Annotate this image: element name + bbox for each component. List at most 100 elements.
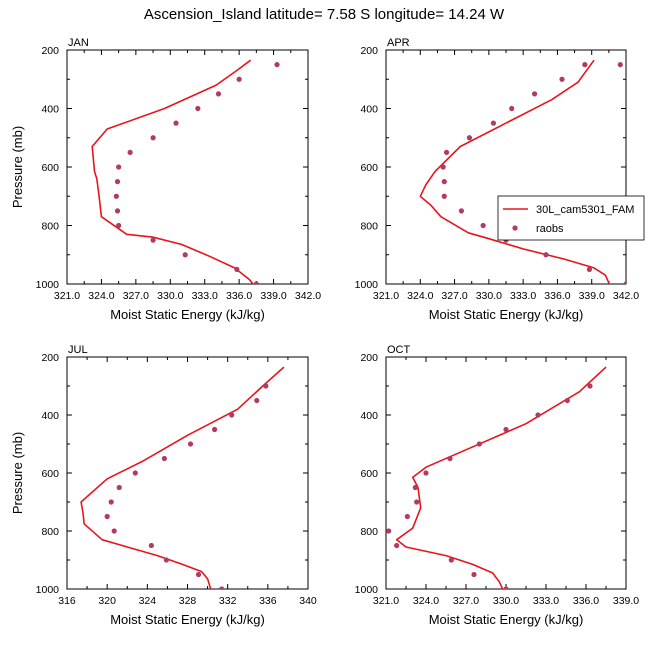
obs-point [173, 120, 179, 126]
x-axis-label: Moist Static Energy (kJ/kg) [429, 612, 584, 627]
series-line-model [395, 366, 607, 589]
obs-point [448, 557, 454, 563]
figure-title: Ascension_Island latitude= 7.58 S longit… [143, 6, 505, 23]
obs-point [586, 266, 593, 272]
x-axis-label: Moist Static Energy (kJ/kg) [429, 307, 584, 322]
x-tick-label: 327.0 [123, 290, 149, 302]
obs-point [412, 484, 418, 491]
x-tick-label: 336.0 [226, 290, 252, 302]
legend-model-label: 30L_cam5301_FAM [536, 204, 634, 216]
obs-point [617, 62, 623, 68]
obs-point [219, 586, 225, 589]
x-axis-label: Moist Static Energy (kJ/kg) [110, 612, 265, 627]
obs-point [274, 62, 280, 68]
obs-point [441, 179, 447, 185]
obs-point [150, 135, 156, 141]
y-axis-label: Pressure (mb) [10, 126, 25, 208]
obs-point [182, 252, 188, 258]
y-tick-label: 800 [360, 526, 378, 538]
y-tick-label: 800 [360, 221, 378, 233]
obs-point [195, 571, 202, 578]
obs-point [458, 208, 465, 214]
x-tick-label: 339.0 [613, 595, 639, 607]
x-tick-label: 328 [179, 595, 197, 607]
obs-point [254, 397, 260, 404]
x-tick-label: 336.0 [573, 595, 599, 607]
x-tick-label: 330.0 [476, 290, 502, 302]
obs-point [509, 105, 515, 112]
obs-point [503, 426, 509, 433]
obs-point [535, 412, 541, 418]
obs-point [543, 252, 549, 258]
obs-point [116, 484, 122, 491]
x-tick-label: 316 [58, 595, 76, 607]
obs-point [195, 105, 201, 112]
obs-point [564, 397, 570, 404]
legend-box [497, 195, 645, 241]
y-tick-label: 400 [41, 104, 59, 116]
x-tick-label: 324.0 [407, 290, 433, 302]
x-tick-label: 336.0 [544, 290, 570, 302]
x-tick-label: 327.0 [453, 595, 479, 607]
y-tick-label: 1000 [36, 279, 60, 291]
panel-label: JAN [68, 37, 89, 49]
obs-point [127, 149, 133, 155]
obs-point [623, 281, 626, 284]
x-tick-label: 321.0 [373, 595, 399, 607]
obs-point [116, 164, 122, 170]
obs-point [394, 542, 400, 549]
y-tick-label: 600 [41, 162, 59, 174]
plot-frame [66, 49, 309, 285]
obs-point [447, 455, 453, 462]
y-tick-label: 400 [41, 410, 59, 422]
x-tick-label: 324.0 [413, 595, 439, 607]
panel-apr: 321.0 324.0 327.0 330.0 333.0 336.0 339.0 342.0… [355, 37, 645, 322]
obs-point [163, 557, 170, 563]
x-tick-label: 339.0 [579, 290, 605, 302]
obs-point [471, 571, 477, 578]
y-tick-label: 200 [41, 352, 59, 364]
y-tick-label: 600 [41, 468, 59, 480]
y-tick-label: 400 [360, 410, 378, 422]
obs-point [480, 222, 486, 229]
obs-point [104, 513, 110, 520]
plot-frame [385, 49, 627, 285]
plot-area [91, 59, 280, 284]
obs-point [490, 120, 497, 126]
y-tick-label: 800 [41, 526, 59, 538]
panel-label: APR [387, 37, 410, 49]
x-axis-label: Moist Static Energy (kJ/kg) [110, 307, 265, 322]
panel-label: OCT [387, 344, 411, 356]
plot-area [386, 366, 607, 589]
y-tick-label: 1000 [355, 279, 379, 291]
legend-obs-swatch [512, 225, 518, 231]
y-tick-label: 600 [360, 162, 378, 174]
obs-point [263, 383, 269, 389]
obs-point [108, 499, 114, 505]
obs-point [111, 528, 117, 534]
y-tick-label: 1000 [36, 584, 60, 596]
panel-jan: 321.0 324.0 327.0 330.0 333.0 336.0 339.0 342.0… [10, 37, 321, 322]
obs-point [114, 208, 121, 214]
obs-point [229, 412, 235, 418]
x-tick-label: 332 [219, 595, 237, 607]
obs-point [531, 91, 538, 97]
obs-point [466, 135, 473, 141]
obs-point [414, 499, 420, 505]
x-tick-label: 342.0 [613, 290, 639, 302]
obs-point [404, 513, 410, 520]
x-tick-label: 336 [259, 595, 277, 607]
obs-point [559, 76, 565, 82]
x-tick-label: 330.0 [157, 290, 183, 302]
y-tick-label: 200 [41, 45, 59, 57]
y-tick-label: 200 [360, 45, 378, 57]
obs-point [503, 586, 509, 589]
obs-point [113, 193, 119, 199]
y-tick-label: 400 [360, 104, 378, 116]
obs-point [150, 237, 156, 243]
y-tick-label: 600 [360, 468, 378, 480]
obs-point [440, 164, 446, 170]
